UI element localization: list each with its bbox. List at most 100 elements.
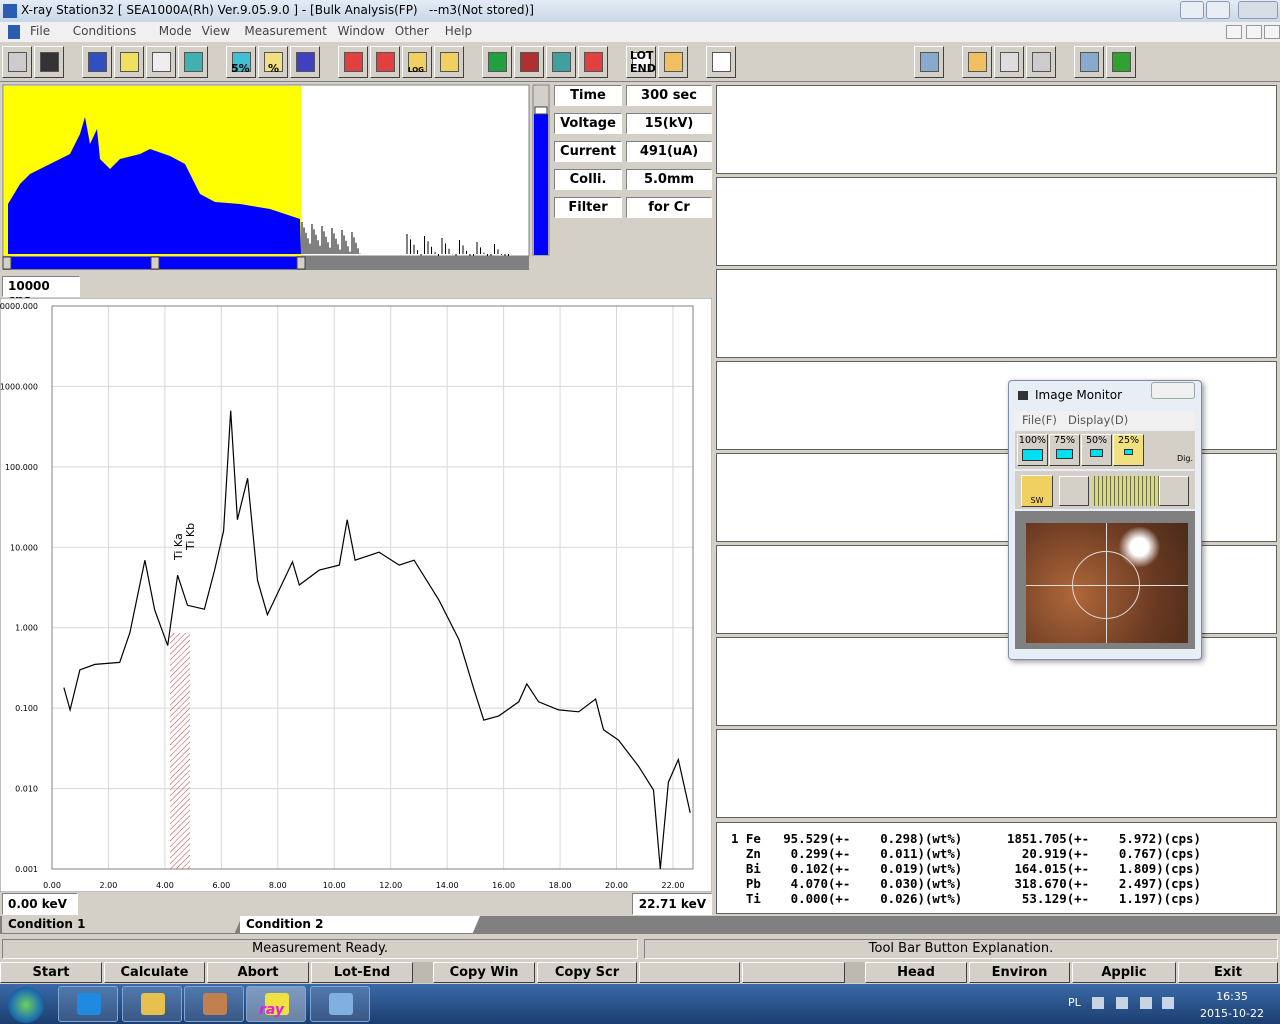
command-button[interactable] (742, 962, 845, 983)
zoom-button[interactable]: 75% (1049, 434, 1080, 466)
toolbar-button[interactable] (962, 46, 992, 78)
toolbar-icon (1080, 52, 1099, 72)
result-line: Ti 0.000(+- 0.026)(wt%) 53.129(+- 1.197)… (731, 891, 1201, 906)
intensity-bar (534, 114, 548, 255)
command-button[interactable]: Applic (1072, 962, 1176, 983)
tab-active[interactable]: Condition 1 (2, 916, 242, 933)
toolbar-button[interactable] (578, 46, 608, 78)
menu-item[interactable]: Measurement (244, 24, 327, 38)
menu-item[interactable]: Mode (158, 24, 192, 38)
toolbar-button[interactable] (658, 46, 688, 78)
toolbar-icon (584, 52, 603, 72)
command-button[interactable]: Abort (207, 962, 309, 983)
taskbar-app[interactable] (246, 986, 306, 1022)
toolbar-button[interactable] (994, 46, 1024, 78)
zoom-button[interactable]: 25% (1113, 434, 1144, 466)
zoom-button[interactable]: 100% (1017, 434, 1048, 466)
toolbar-icon (8, 52, 27, 72)
tray-icon[interactable] (1162, 997, 1174, 1009)
toolbar-icon (968, 52, 987, 72)
end-energy: 22.71 keV (632, 893, 712, 915)
close-button[interactable] (1238, 1, 1278, 19)
toolbar-button[interactable] (514, 46, 544, 78)
start-orb[interactable] (8, 987, 44, 1023)
toolbar-button[interactable] (546, 46, 576, 78)
tray-icon[interactable] (1092, 997, 1104, 1009)
toolbar-button[interactable] (914, 46, 944, 78)
menu-item[interactable]: Conditions (72, 24, 137, 38)
toolbar-button[interactable] (706, 46, 736, 78)
toolbar-button[interactable] (34, 46, 64, 78)
toolbar-button[interactable] (370, 46, 400, 78)
command-button[interactable]: Head (865, 962, 967, 983)
taskbar-app[interactable] (310, 986, 370, 1022)
command-button[interactable]: Environ (969, 962, 1070, 983)
taskbar-app[interactable] (184, 986, 244, 1022)
mdi-control[interactable] (1226, 25, 1242, 39)
intensity-handle (534, 106, 548, 115)
menu-item[interactable]: Other (394, 24, 429, 38)
command-button[interactable]: Copy Win (433, 962, 535, 983)
toolbar-button[interactable] (2, 46, 32, 78)
toolbar-button[interactable] (178, 46, 208, 78)
toolbar-label: LOG (408, 66, 424, 74)
status-bar: Tool Bar Button Explanation. (644, 939, 1278, 959)
toolbar-icon (232, 52, 251, 72)
y-tick-label: 10000.000 (0, 302, 38, 311)
spectrum-line (63, 410, 691, 870)
toolbar-button[interactable] (1106, 46, 1136, 78)
param-value: 5.0mm (626, 169, 712, 190)
zoom-button[interactable]: 50% (1081, 434, 1112, 466)
toolbar-button[interactable] (146, 46, 176, 78)
command-button[interactable] (639, 962, 740, 983)
toolbar-button[interactable] (258, 46, 288, 78)
taskbar-app[interactable] (122, 986, 182, 1022)
mdi-control[interactable] (1246, 25, 1262, 39)
toolbar-button[interactable] (226, 46, 256, 78)
command-button[interactable]: Start (0, 962, 102, 983)
menu-item[interactable]: Window (337, 24, 385, 38)
toolbar-button[interactable] (1074, 46, 1104, 78)
toolbar-button[interactable] (434, 46, 464, 78)
sw-button[interactable]: SW (1021, 475, 1053, 507)
menu-item[interactable]: Help (444, 24, 473, 38)
tray-icon[interactable] (1116, 997, 1128, 1009)
clock-date[interactable]: 2015-10-22 (1200, 1007, 1264, 1020)
toolbar-button[interactable] (82, 46, 112, 78)
toolbar-button[interactable] (1026, 46, 1056, 78)
tray-icon[interactable] (1140, 997, 1152, 1009)
toolbar-icon (664, 52, 683, 72)
tab[interactable]: Condition 2 (240, 916, 480, 933)
results-panel: 1 Fe 95.529(+- 0.298)(wt%) 1851.705(+- 5… (716, 822, 1277, 914)
preview-spectrum (2, 84, 550, 270)
param-value: for Cr (626, 197, 712, 218)
menu-item[interactable]: File(F) (1022, 413, 1057, 427)
menu-item[interactable]: View (201, 24, 231, 38)
menu-item[interactable]: File (30, 24, 51, 38)
toolbar-button[interactable] (114, 46, 144, 78)
taskbar-app[interactable] (58, 986, 118, 1022)
minimize-button[interactable] (1180, 1, 1204, 19)
toolbar-button[interactable] (626, 46, 656, 78)
close-button[interactable] (1151, 382, 1195, 399)
clock-time[interactable]: 16:35 (1216, 990, 1248, 1003)
language[interactable]: PL (1068, 996, 1081, 1009)
toolbar-button[interactable] (402, 46, 432, 78)
command-button[interactable]: Exit (1178, 962, 1278, 983)
restore-button[interactable] (1206, 1, 1230, 19)
toolbar-button[interactable] (290, 46, 320, 78)
command-button[interactable]: Lot-End (311, 962, 413, 983)
dig-button[interactable]: Dig. (1177, 434, 1195, 466)
command-button[interactable]: Copy Scr (537, 962, 637, 983)
toolbar-button[interactable] (338, 46, 368, 78)
command-button[interactable]: Calculate (104, 962, 205, 983)
left-button[interactable] (1059, 476, 1089, 506)
y-tick-label: 0.001 (15, 865, 38, 874)
mdi-control[interactable] (1264, 25, 1280, 39)
toolbar-button[interactable] (482, 46, 512, 78)
param-label: Voltage (554, 113, 622, 134)
menu-item[interactable]: Display(D) (1068, 413, 1129, 427)
x-tick-label: 14.00 (436, 881, 459, 890)
right-button[interactable] (1159, 476, 1189, 506)
result-line: Zn 0.299(+- 0.011)(wt%) 20.919(+- 0.767)… (731, 846, 1201, 861)
